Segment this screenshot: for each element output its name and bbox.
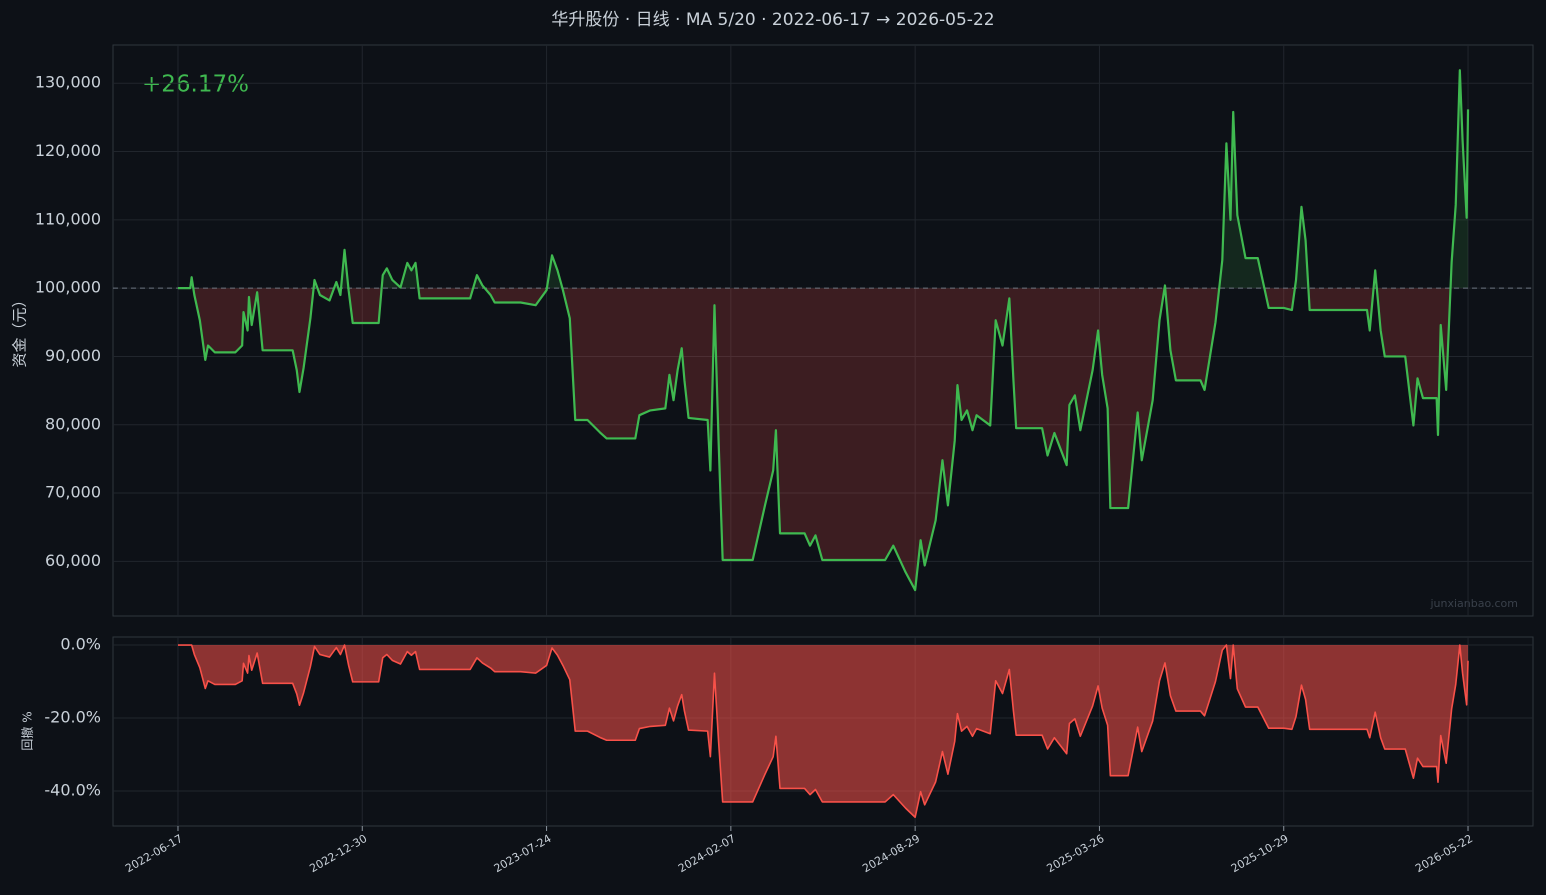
- drawdown-area: [177, 645, 1469, 818]
- chart-title: 华升股份 · 日线 · MA 5/20 · 2022-06-17 → 2026-…: [551, 10, 994, 30]
- y-tick-label: -40.0%: [44, 780, 101, 799]
- y-axis-label: 资金（元）: [11, 292, 29, 367]
- y-tick-label: 70,000: [45, 483, 101, 502]
- y-tick-label: -20.0%: [44, 708, 101, 727]
- equity-panel: [112, 44, 1534, 617]
- return-annotation: +26.17%: [142, 72, 249, 98]
- y-tick-label: 60,000: [45, 551, 101, 570]
- y-tick-label: 130,000: [35, 73, 101, 92]
- equity-line: [177, 69, 1470, 592]
- y-tick-label: 120,000: [35, 141, 101, 160]
- drawdown-line: [177, 644, 1469, 819]
- y-tick-label: 0.0%: [60, 635, 101, 654]
- y-tick-label: 110,000: [35, 209, 101, 228]
- y-axis-label: 回撤 %: [20, 711, 35, 750]
- watermark: junxianbao.com: [1429, 597, 1518, 610]
- y-tick-label: 80,000: [45, 414, 101, 433]
- area-below: [193, 288, 1451, 591]
- y-tick-label: 100,000: [35, 278, 101, 297]
- y-tick-label: 90,000: [45, 346, 101, 365]
